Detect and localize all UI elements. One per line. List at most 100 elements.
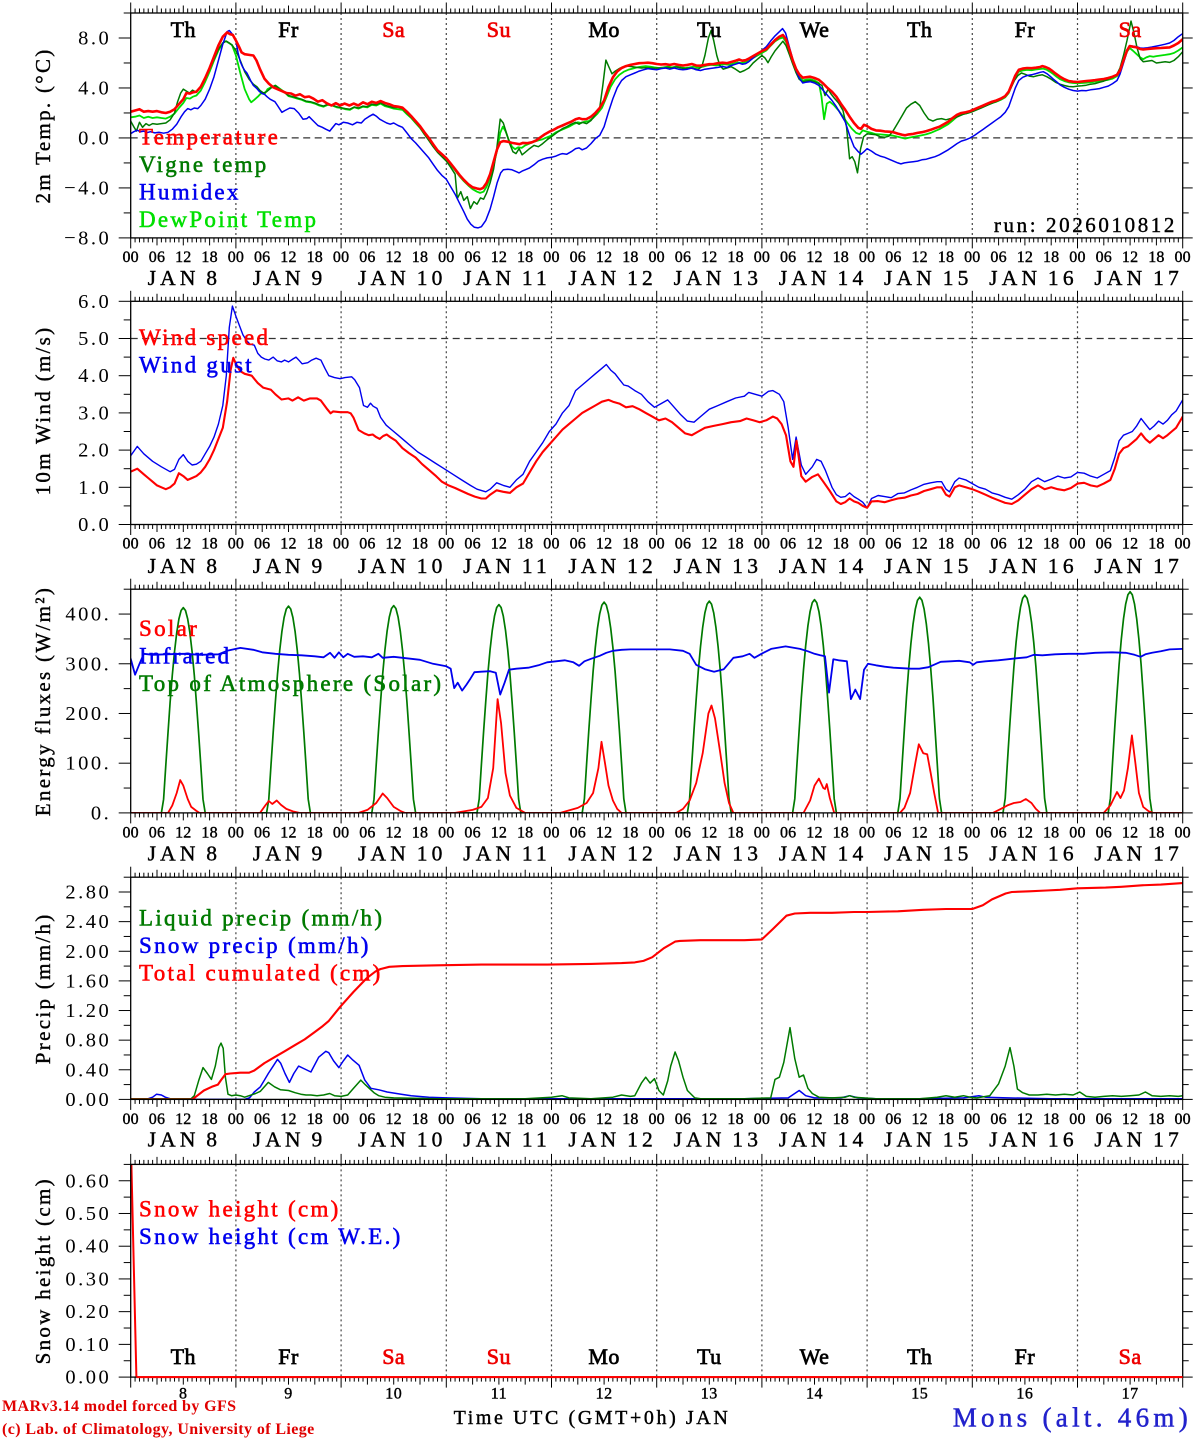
- svg-text:Tu: Tu: [697, 1344, 722, 1369]
- svg-text:12: 12: [596, 1111, 612, 1128]
- svg-text:10: 10: [417, 842, 447, 866]
- svg-text:18: 18: [201, 825, 217, 842]
- svg-text:18: 18: [307, 536, 323, 553]
- svg-text:JAN: JAN: [253, 1128, 305, 1152]
- svg-text:15: 15: [911, 1386, 928, 1403]
- svg-text:5.0: 5.0: [78, 328, 111, 350]
- svg-text:Sa: Sa: [382, 17, 405, 42]
- svg-text:12: 12: [175, 536, 191, 553]
- svg-text:10: 10: [417, 554, 447, 578]
- svg-text:2m Temp. (°C): 2m Temp. (°C): [31, 47, 55, 203]
- svg-text:18: 18: [1043, 536, 1059, 553]
- svg-text:14: 14: [838, 266, 868, 290]
- svg-text:00: 00: [228, 1111, 244, 1128]
- svg-text:06: 06: [990, 249, 1006, 266]
- svg-text:0.80: 0.80: [65, 1030, 111, 1052]
- svg-text:12: 12: [1122, 249, 1138, 266]
- svg-text:00: 00: [754, 1111, 770, 1128]
- svg-text:Wind gust: Wind gust: [139, 353, 254, 378]
- svg-text:16: 16: [1016, 1386, 1033, 1403]
- svg-text:12: 12: [491, 1111, 507, 1128]
- svg-text:06: 06: [990, 1111, 1006, 1128]
- svg-text:00: 00: [438, 825, 454, 842]
- svg-text:0.30: 0.30: [65, 1268, 111, 1290]
- svg-text:00: 00: [648, 249, 664, 266]
- svg-text:00: 00: [1174, 536, 1190, 553]
- svg-text:DewPoint Temp: DewPoint Temp: [139, 207, 318, 232]
- svg-text:06: 06: [464, 825, 480, 842]
- svg-text:00: 00: [964, 536, 980, 553]
- svg-text:18: 18: [412, 825, 428, 842]
- svg-text:Su: Su: [487, 17, 511, 42]
- svg-text:Energy fluxes (W/m²): Energy fluxes (W/m²): [31, 586, 55, 816]
- svg-text:18: 18: [307, 249, 323, 266]
- svg-text:8: 8: [206, 842, 221, 866]
- svg-text:00: 00: [1174, 825, 1190, 842]
- svg-text:JAN: JAN: [253, 266, 305, 290]
- svg-text:06: 06: [464, 536, 480, 553]
- svg-text:00: 00: [964, 249, 980, 266]
- svg-text:12: 12: [806, 249, 822, 266]
- svg-text:JAN: JAN: [148, 266, 200, 290]
- svg-text:06: 06: [780, 825, 796, 842]
- svg-text:8.0: 8.0: [78, 27, 111, 49]
- svg-text:18: 18: [1148, 825, 1164, 842]
- svg-text:Su: Su: [487, 1344, 511, 1369]
- svg-text:00: 00: [1069, 249, 1085, 266]
- svg-text:18: 18: [938, 249, 954, 266]
- svg-text:−8.0: −8.0: [64, 227, 111, 249]
- svg-text:18: 18: [517, 249, 533, 266]
- svg-text:8: 8: [206, 554, 221, 578]
- svg-text:12: 12: [175, 825, 191, 842]
- svg-text:8: 8: [206, 1128, 221, 1152]
- svg-text:18: 18: [938, 825, 954, 842]
- svg-text:06: 06: [675, 536, 691, 553]
- svg-text:0.0: 0.0: [78, 514, 111, 536]
- svg-text:12: 12: [1017, 536, 1033, 553]
- svg-text:18: 18: [1043, 249, 1059, 266]
- svg-text:18: 18: [412, 1111, 428, 1128]
- svg-text:(c) Lab. of Climatology, Unive: (c) Lab. of Climatology, University of L…: [2, 1421, 315, 1438]
- svg-text:18: 18: [307, 825, 323, 842]
- svg-text:0.0: 0.0: [78, 127, 111, 149]
- svg-text:Time UTC (GMT+0h) JAN: Time UTC (GMT+0h) JAN: [454, 1407, 731, 1429]
- svg-text:16: 16: [1048, 266, 1078, 290]
- svg-text:06: 06: [149, 1111, 165, 1128]
- svg-text:0.: 0.: [91, 802, 111, 824]
- svg-text:JAN: JAN: [1094, 266, 1146, 290]
- svg-text:12: 12: [280, 536, 296, 553]
- svg-text:1.60: 1.60: [65, 970, 111, 992]
- svg-text:11: 11: [522, 266, 551, 290]
- svg-text:Snow precip (mm/h): Snow precip (mm/h): [139, 933, 371, 958]
- svg-text:18: 18: [622, 536, 638, 553]
- svg-text:00: 00: [122, 1111, 138, 1128]
- svg-text:00: 00: [964, 1111, 980, 1128]
- svg-text:06: 06: [359, 1111, 375, 1128]
- svg-text:18: 18: [938, 536, 954, 553]
- svg-text:06: 06: [254, 536, 270, 553]
- svg-text:00: 00: [228, 825, 244, 842]
- svg-text:12: 12: [627, 554, 657, 578]
- svg-text:15: 15: [943, 266, 973, 290]
- svg-text:0.00: 0.00: [65, 1367, 111, 1389]
- svg-text:12: 12: [911, 1111, 927, 1128]
- svg-text:11: 11: [491, 1386, 507, 1403]
- svg-text:Fr: Fr: [1015, 1344, 1036, 1369]
- svg-text:06: 06: [780, 249, 796, 266]
- svg-text:JAN: JAN: [884, 266, 936, 290]
- svg-text:00: 00: [859, 1111, 875, 1128]
- svg-text:12: 12: [385, 249, 401, 266]
- svg-text:Th: Th: [171, 17, 196, 42]
- svg-text:JAN: JAN: [989, 842, 1041, 866]
- svg-text:Snow height (cm): Snow height (cm): [139, 1197, 341, 1222]
- svg-text:18: 18: [517, 536, 533, 553]
- svg-text:JAN: JAN: [568, 1128, 620, 1152]
- svg-text:4.0: 4.0: [78, 77, 111, 99]
- svg-text:00: 00: [1069, 536, 1085, 553]
- svg-text:06: 06: [1096, 1111, 1112, 1128]
- svg-text:We: We: [800, 1344, 830, 1369]
- svg-text:Sa: Sa: [1119, 1344, 1142, 1369]
- svg-text:Total cumulated (cm): Total cumulated (cm): [139, 961, 383, 986]
- svg-text:JAN: JAN: [253, 554, 305, 578]
- svg-text:06: 06: [149, 249, 165, 266]
